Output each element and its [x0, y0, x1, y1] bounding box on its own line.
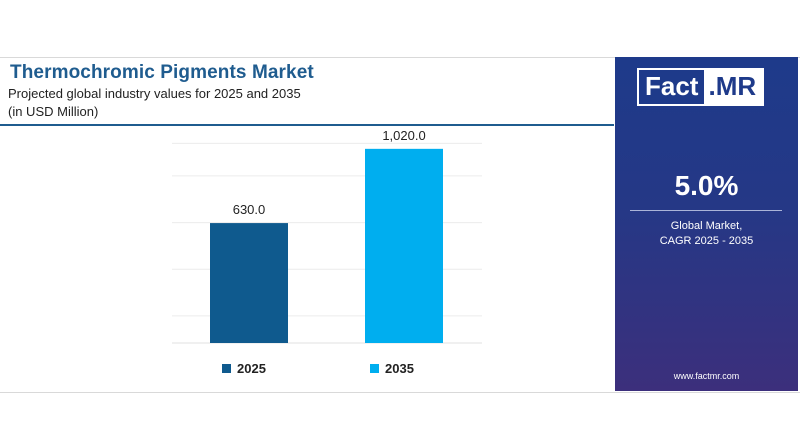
cagr-value: 5.0% — [674, 170, 739, 201]
legend-label-2035: 2035 — [385, 361, 414, 376]
legend-item-2035: 2035 — [370, 361, 414, 376]
bar-2035 — [365, 148, 443, 343]
chart-title: Thermochromic Pigments Market — [10, 62, 314, 83]
cagr-label-line-2: CAGR 2025 - 2035 — [659, 235, 754, 247]
bar-2025 — [210, 223, 288, 343]
website-link[interactable]: www.factmr.com — [673, 371, 740, 381]
data-label-2025: 630.0 — [233, 202, 266, 217]
legend-item-2025: 2025 — [222, 361, 266, 376]
logo-mr-text: .MR — [704, 70, 763, 104]
subtitle-line-1: Projected global industry values for 202… — [8, 86, 301, 101]
cagr-label: Global Market, CAGR 2025 - 2035 — [615, 219, 798, 249]
chart-subtitle: Projected global industry values for 202… — [8, 85, 301, 121]
legend-swatch-2035 — [370, 364, 379, 373]
bar-chart: 630.0 1,020.0 — [172, 128, 482, 344]
cagr-label-line-1: Global Market, — [670, 220, 743, 232]
factmr-logo: Fact .MR — [637, 68, 765, 106]
header-divider — [0, 124, 614, 126]
data-label-2035: 1,020.0 — [382, 128, 425, 143]
sidebar-panel — [615, 57, 798, 391]
cagr-divider — [630, 210, 782, 211]
legend-swatch-2025 — [222, 364, 231, 373]
legend-label-2025: 2025 — [237, 361, 266, 376]
logo-fact-text: Fact — [639, 70, 705, 104]
subtitle-line-2: (in USD Million) — [8, 104, 99, 119]
